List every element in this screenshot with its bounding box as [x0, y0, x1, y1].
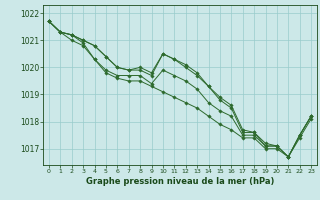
X-axis label: Graphe pression niveau de la mer (hPa): Graphe pression niveau de la mer (hPa) [86, 177, 274, 186]
